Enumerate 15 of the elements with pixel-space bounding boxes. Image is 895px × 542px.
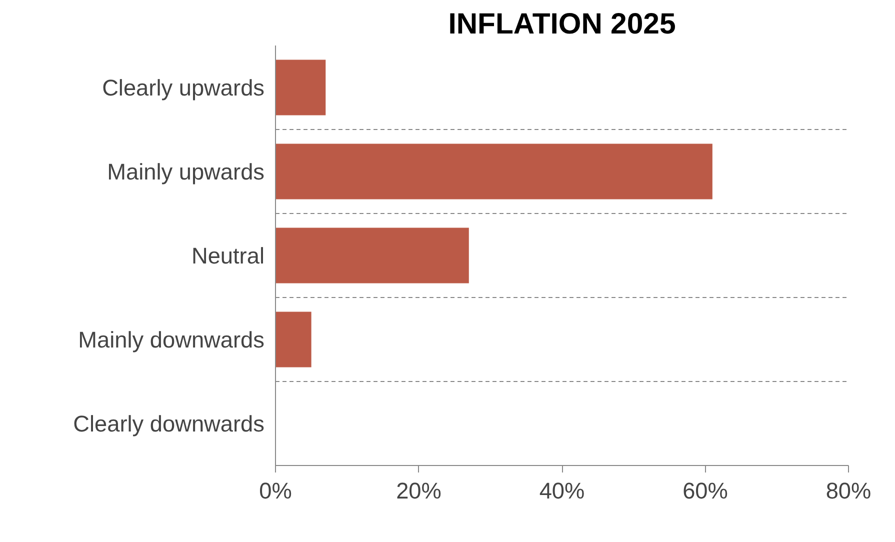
bar: [276, 228, 469, 284]
bar: [276, 144, 712, 200]
y-tick-label: Clearly upwards: [102, 74, 265, 100]
y-tick-label: Neutral: [191, 242, 265, 268]
x-tick-label: 40%: [539, 478, 585, 504]
y-tick-label: Mainly upwards: [107, 158, 265, 184]
x-tick-label: 20%: [396, 478, 442, 504]
y-tick-label: Clearly downwards: [73, 410, 265, 436]
x-tick-label: 60%: [682, 478, 728, 504]
bar: [276, 60, 326, 116]
x-tick-label: 80%: [826, 478, 872, 504]
y-tick-label: Mainly downwards: [78, 326, 265, 352]
chart-title: INFLATION 2025: [448, 8, 676, 40]
bar: [276, 312, 312, 368]
x-tick-label: 0%: [259, 478, 292, 504]
